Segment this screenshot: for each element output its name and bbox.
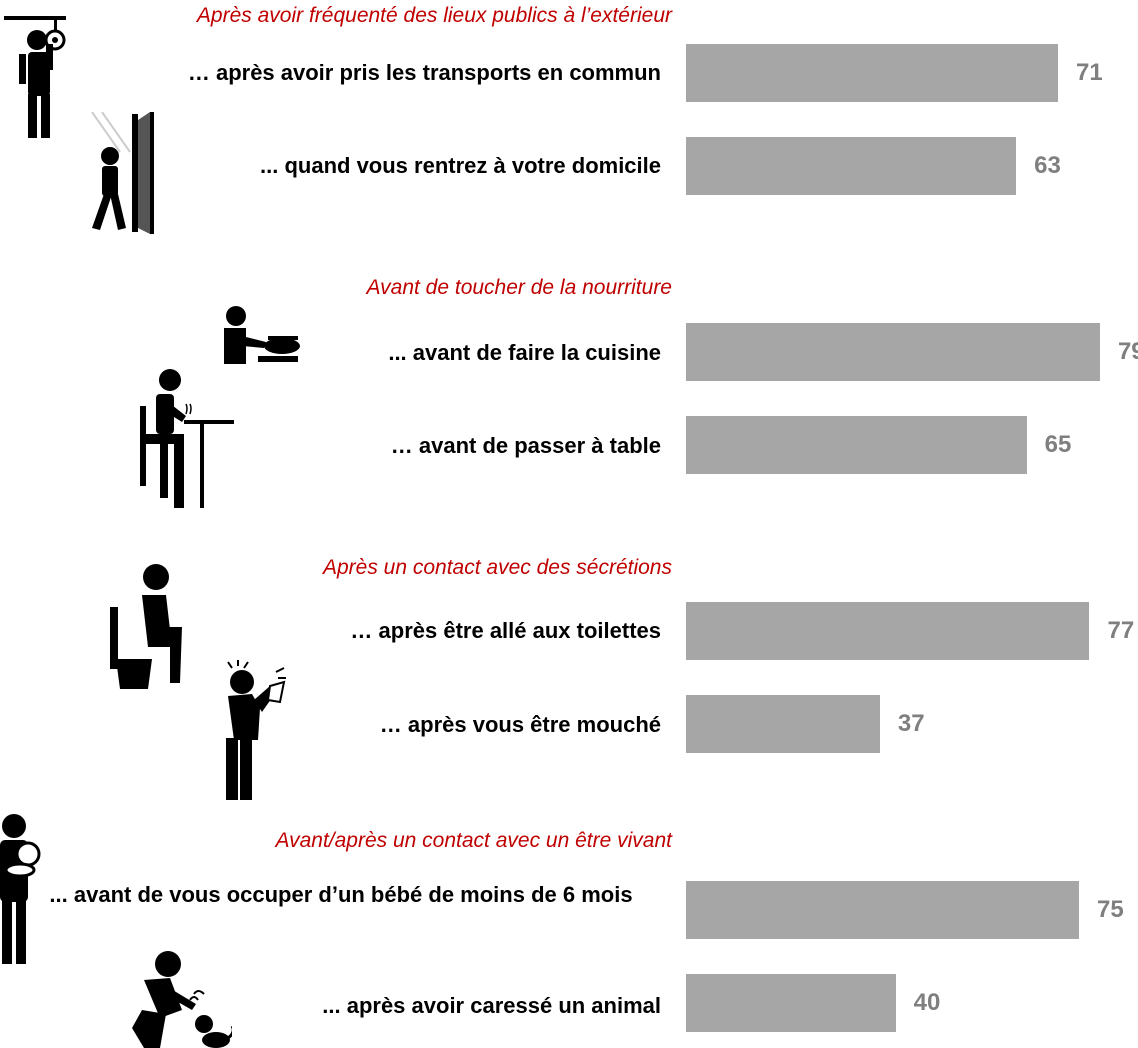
value-label: 65 [1044, 431, 1072, 458]
group-title-public-places: Après avoir fréquenté des lieux publics … [196, 4, 672, 27]
value-label: 71 [1076, 59, 1103, 86]
value-label: 75 [1097, 896, 1124, 923]
person-cooking-icon [222, 306, 302, 364]
person-petting-dog-icon [120, 950, 232, 1048]
bar-label: ... quand vous rentrez à votre domicile [260, 153, 661, 178]
group-title-living-being: Avant/après un contact avec un être viva… [275, 829, 672, 852]
bar-label: … après être allé aux toilettes [350, 618, 661, 643]
bar-label: … avant de passer à table [390, 433, 661, 458]
group-title-secretions: Après un contact avec des sécrétions [322, 556, 672, 579]
bar [686, 416, 1027, 474]
bar [686, 323, 1100, 381]
bar-label: … après vous être mouché [379, 712, 661, 737]
public-transport-person-icon [4, 14, 68, 140]
bar-label: ... avant de vous occuper d’un bébé de m… [49, 882, 633, 907]
person-at-table-icon [138, 368, 234, 510]
bar [686, 137, 1017, 195]
group-title-food: Avant de toucher de la nourriture [366, 276, 672, 299]
person-on-toilet-icon [110, 563, 190, 693]
person-entering-door-icon [86, 112, 158, 236]
bar-label: ... avant de faire la cuisine [388, 340, 661, 365]
bar [686, 695, 880, 753]
person-holding-baby-icon [0, 812, 44, 964]
bar [686, 602, 1090, 660]
value-label: 37 [897, 710, 925, 737]
bar [686, 974, 896, 1032]
bar [686, 44, 1059, 102]
person-blowing-nose-icon [214, 660, 286, 800]
value-label: 40 [913, 989, 941, 1016]
value-label: 63 [1034, 152, 1061, 179]
bar-label: … après avoir pris les transports en com… [187, 60, 661, 85]
bar-label: ... après avoir caressé un animal [322, 993, 661, 1018]
value-label: 79 [1117, 338, 1138, 365]
bar [686, 881, 1079, 939]
value-label: 77 [1107, 617, 1135, 644]
